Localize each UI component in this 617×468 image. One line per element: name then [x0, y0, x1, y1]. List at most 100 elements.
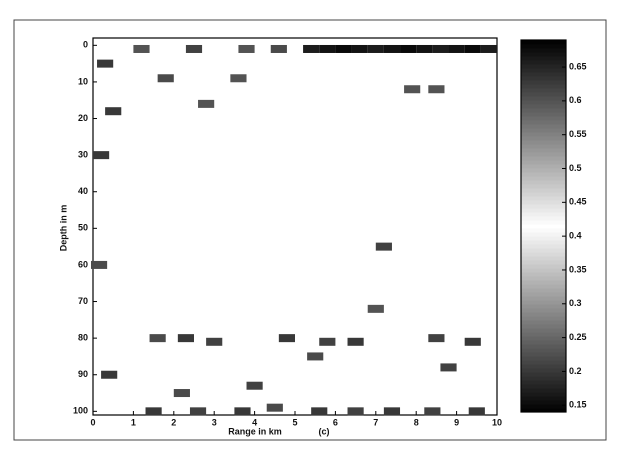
colorbar-band	[521, 360, 566, 365]
cell	[157, 74, 174, 83]
colorbar-band	[521, 368, 566, 373]
x-axis-label: Range in km	[228, 426, 282, 436]
colorbar-band	[521, 64, 566, 69]
colorbar-band	[521, 332, 566, 337]
frame	[13, 19, 607, 441]
cell	[101, 370, 118, 379]
colorbar-band	[521, 344, 566, 349]
colorbar-band	[521, 336, 566, 341]
colorbar-band	[521, 312, 566, 317]
y-tick-label: 40	[78, 186, 88, 196]
colorbar-band	[521, 152, 566, 157]
x-tick-label: 6	[333, 417, 338, 427]
cell	[278, 334, 295, 343]
colorbar-band	[521, 276, 566, 281]
colorbar-band	[521, 52, 566, 57]
colorbar-band	[521, 212, 566, 217]
cell	[319, 337, 336, 346]
colorbar-band	[521, 380, 566, 385]
colorbar-band	[521, 340, 566, 345]
cell	[230, 74, 247, 83]
cell	[90, 260, 108, 269]
colorbar-band	[521, 240, 566, 245]
cell	[266, 403, 283, 412]
colorbar-tick-label: 0.6	[569, 95, 582, 105]
colorbar-band	[521, 120, 566, 125]
colorbar-band	[521, 372, 566, 377]
cell	[400, 44, 417, 53]
colorbar-band	[521, 232, 566, 237]
colorbar-band	[521, 40, 566, 45]
colorbar-band	[521, 256, 566, 261]
colorbar-tick-label: 0.25	[569, 332, 587, 342]
cell	[428, 334, 445, 343]
colorbar-band	[521, 60, 566, 65]
colorbar-band	[521, 192, 566, 197]
colorbar-tick-label: 0.15	[569, 400, 587, 410]
colorbar-band	[521, 244, 566, 249]
colorbar-band	[521, 288, 566, 293]
colorbar-band	[521, 364, 566, 369]
colorbar-band	[521, 184, 566, 189]
cell	[480, 44, 497, 53]
y-tick-label: 30	[78, 150, 88, 160]
colorbar-band	[521, 400, 566, 405]
colorbar-band	[521, 220, 566, 225]
cell	[198, 99, 215, 108]
colorbar-band	[521, 356, 566, 361]
cell	[311, 407, 328, 416]
colorbar-band	[521, 228, 566, 233]
cell	[270, 44, 287, 53]
colorbar-band	[521, 300, 566, 305]
colorbar-band	[521, 408, 566, 413]
cell	[303, 44, 320, 53]
cell	[448, 44, 465, 53]
cell	[319, 44, 336, 53]
plot-area	[92, 37, 498, 416]
cell	[468, 407, 485, 416]
y-tick-label: 90	[78, 369, 88, 379]
cell	[351, 44, 368, 53]
cell	[145, 407, 162, 416]
y-axis-label: Depth in m	[58, 205, 68, 252]
cell	[97, 59, 114, 68]
cell	[149, 334, 166, 343]
colorbar-tick-label: 0.3	[569, 298, 582, 308]
colorbar-band	[521, 292, 566, 297]
colorbar-tick-label: 0.4	[569, 231, 582, 241]
colorbar-band	[521, 100, 566, 105]
x-tick-label: 5	[292, 417, 297, 427]
cell	[347, 337, 364, 346]
colorbar-band	[521, 252, 566, 257]
colorbar-band	[521, 208, 566, 213]
cell	[428, 85, 445, 94]
colorbar-band	[521, 76, 566, 81]
colorbar-band	[521, 352, 566, 357]
cell	[432, 44, 449, 53]
colorbar-band	[521, 204, 566, 209]
colorbar-band	[521, 280, 566, 285]
cell	[424, 407, 441, 416]
colorbar-band	[521, 176, 566, 181]
cell	[185, 44, 203, 53]
colorbar-band	[521, 384, 566, 389]
colorbar-band	[521, 112, 566, 117]
x-tick-label: 8	[414, 417, 419, 427]
y-tick-label: 70	[78, 296, 88, 306]
panel-label: (c)	[319, 426, 330, 436]
x-tick-label: 4	[252, 417, 257, 427]
colorbar-band	[521, 308, 566, 313]
cell	[367, 304, 384, 313]
cell	[347, 407, 364, 416]
colorbar-band	[521, 196, 566, 201]
cell	[383, 407, 401, 416]
colorbar-band	[521, 304, 566, 309]
cell	[440, 363, 457, 372]
x-tick-label: 2	[171, 417, 176, 427]
colorbar-band	[521, 316, 566, 321]
colorbar-band	[521, 248, 566, 253]
colorbar-band	[521, 200, 566, 205]
cell	[189, 407, 207, 416]
colorbar-frame	[520, 39, 567, 413]
